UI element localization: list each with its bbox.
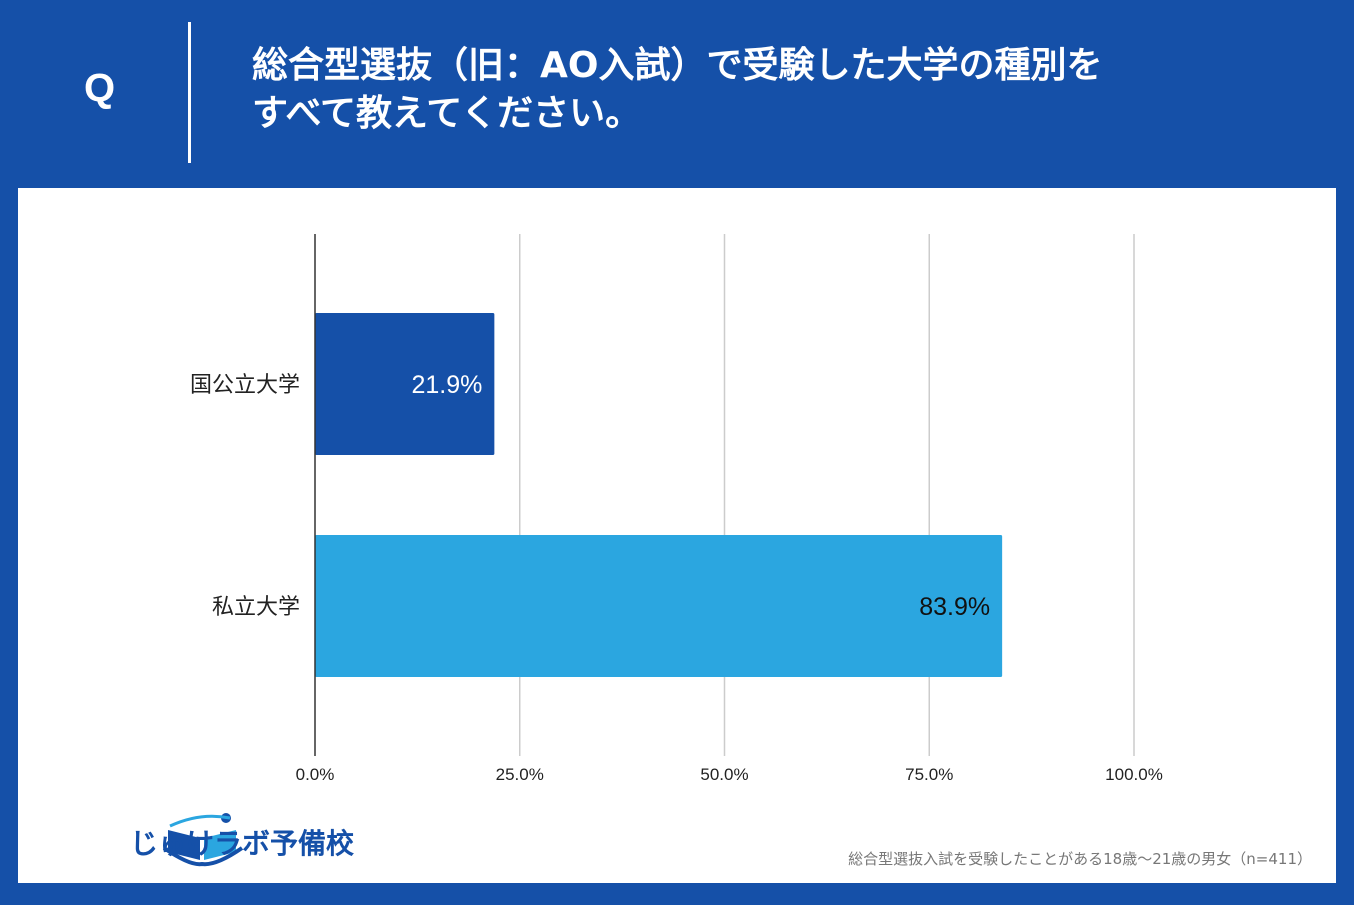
category-label: 国公立大学 <box>190 373 300 398</box>
x-tick-label: 75.0% <box>905 765 953 784</box>
bar-value-label: 83.9% <box>919 593 990 621</box>
category-label: 私立大学 <box>212 595 300 620</box>
header-divider <box>188 22 191 163</box>
question-header: Q 総合型選抜（旧：AO入試）で受験した大学の種別を すべて教えてください。 <box>0 0 1354 188</box>
bar <box>315 535 1003 677</box>
question-text: 総合型選抜（旧：AO入試）で受験した大学の種別を すべて教えてください。 <box>252 42 1312 138</box>
x-tick-label: 0.0% <box>296 765 335 784</box>
x-tick-label: 50.0% <box>700 765 748 784</box>
book-icon <box>162 813 244 867</box>
question-line-1: 総合型選抜（旧：AO入試）で受験した大学の種別を <box>252 45 1103 86</box>
bar <box>315 313 495 455</box>
bar-value-label: 21.9% <box>411 371 482 399</box>
q-mark: Q <box>84 66 116 110</box>
footnote: 総合型選抜入試を受験したことがある18歳～21歳の男女（n=411） <box>848 850 1312 868</box>
question-line-2: すべて教えてください。 <box>252 93 642 134</box>
x-tick-label: 100.0% <box>1105 765 1163 784</box>
x-tick-label: 25.0% <box>496 765 544 784</box>
logo-text: じゅけラボ予備校 <box>130 827 355 860</box>
